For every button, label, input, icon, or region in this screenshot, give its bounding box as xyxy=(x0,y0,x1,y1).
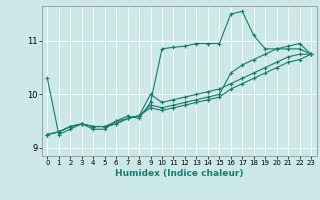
X-axis label: Humidex (Indice chaleur): Humidex (Indice chaleur) xyxy=(115,169,244,178)
